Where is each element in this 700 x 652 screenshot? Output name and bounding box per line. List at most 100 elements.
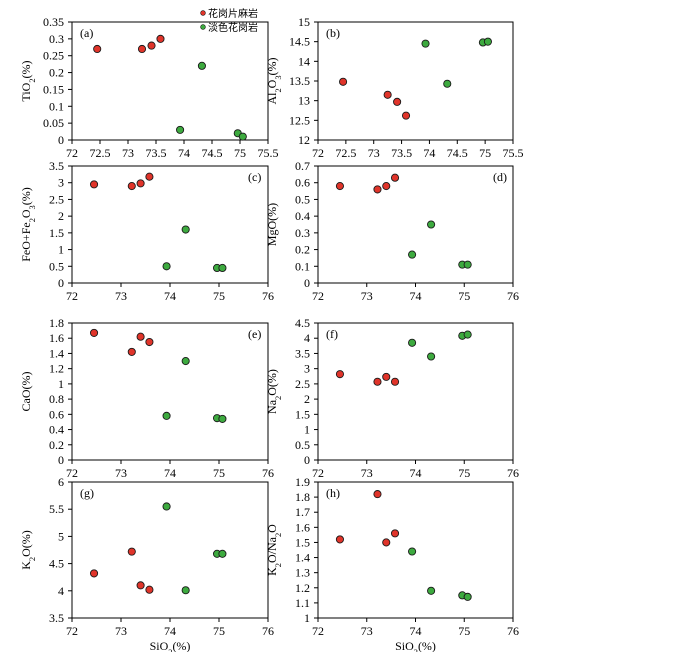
x-tick-label: 75 <box>234 146 246 160</box>
plot-frame <box>71 322 269 461</box>
y-tick-label: 15 <box>298 15 310 29</box>
point-gneiss <box>401 111 411 120</box>
y-tick-label: 1.6 <box>295 520 310 534</box>
label-part: (%) <box>265 369 279 387</box>
point-gneiss <box>90 180 99 189</box>
point-leucogranite <box>162 411 171 420</box>
point-leucogranite <box>218 414 227 423</box>
x-tick-label: 72 <box>66 289 78 303</box>
label-part: (%) <box>172 639 190 652</box>
y-tick-label: 0.7 <box>295 159 310 173</box>
y-tick-label: 0.6 <box>295 176 310 190</box>
point-gneiss <box>373 185 382 194</box>
label-part: 2 <box>274 396 283 400</box>
panel-label: (a) <box>80 26 93 40</box>
label-part: MgO <box>265 221 279 247</box>
panel-c: 72 73 74 75 7600.511.522.533.5(c)FeO+Fe2O3(%… <box>19 159 274 303</box>
point-gneiss <box>382 372 391 381</box>
point-leucogranite <box>427 586 436 595</box>
y-axis-label: Na2O(%) <box>265 369 283 414</box>
point-gneiss <box>137 44 147 54</box>
point-gneiss <box>156 34 165 43</box>
y-tick-label: 0.05 <box>43 116 64 130</box>
y-tick-label: 2.5 <box>49 192 64 206</box>
x-tick-label: 73 <box>115 624 127 638</box>
point-leucogranite <box>443 79 452 88</box>
point-leucogranite <box>181 357 190 366</box>
x-tick-label: 74 <box>178 146 190 160</box>
label-part: O <box>19 209 33 218</box>
label-part: O <box>265 79 279 88</box>
label-part: (%) <box>19 60 33 78</box>
label-part: (%) <box>19 530 33 548</box>
x-tick-label: 75 <box>458 289 470 303</box>
panel-label: (b) <box>326 26 340 40</box>
label-part: 3 <box>28 205 37 209</box>
point-leucogranite <box>176 125 185 134</box>
point-leucogranite <box>421 39 430 48</box>
label-part: SiO <box>395 639 414 652</box>
y-tick-label: 6 <box>58 475 64 489</box>
point-leucogranite <box>463 260 472 269</box>
x-tick-label: 74 <box>164 624 176 638</box>
y-tick-label: 14.5 <box>289 35 310 49</box>
x-tick-label: 72 <box>66 624 78 638</box>
point-leucogranite <box>408 338 417 347</box>
x-tick-label: 73 <box>361 624 373 638</box>
point-gneiss <box>93 44 102 54</box>
y-tick-label: 0 <box>58 133 64 147</box>
x-tick-label: 73 <box>368 146 380 160</box>
point-leucogranite <box>218 549 227 558</box>
panel-label: (f) <box>326 327 338 341</box>
y-tick-label: 12.5 <box>289 113 310 127</box>
x-tick-label: 74 <box>410 289 422 303</box>
y-tick-label: 3.5 <box>49 159 64 173</box>
point-gneiss <box>136 332 145 341</box>
point-gneiss <box>145 337 154 347</box>
x-tick-label: 76 <box>507 624 519 638</box>
x-tick-label: 75 <box>213 466 225 480</box>
y-tick-label: 0.5 <box>295 192 310 206</box>
label-part: / <box>265 550 279 554</box>
x-tick-label: 73 <box>122 146 134 160</box>
x-tick-label: 75 <box>479 146 491 160</box>
panel-label: (d) <box>493 170 507 184</box>
y-tick-label: 5.5 <box>49 502 64 516</box>
x-tick-label: 73 <box>115 289 127 303</box>
panel-label: (e) <box>248 327 261 341</box>
y-tick-label: 0.1 <box>295 259 310 273</box>
x-tick-label: 72.5 <box>335 146 356 160</box>
point-leucogranite <box>408 547 417 556</box>
x-tick-label: 72 <box>312 146 324 160</box>
y-tick-label: 0.6 <box>49 407 64 421</box>
y-tick-label: 5 <box>58 529 64 543</box>
x-axis-label: SiO2(%) <box>395 639 436 652</box>
y-tick-label: 0.15 <box>43 82 64 96</box>
x-tick-label: 76 <box>262 466 274 480</box>
label-part: (%) <box>265 57 279 75</box>
legend-label: 花岗片麻岩 <box>208 7 258 20</box>
point-leucogranite <box>162 502 171 511</box>
y-tick-label: 0.4 <box>295 209 310 223</box>
y-tick-label: 1 <box>58 243 64 257</box>
y-tick-label: 1.4 <box>49 346 64 360</box>
y-tick-label: 1.3 <box>295 566 310 580</box>
y-axis-label: MgO(%) <box>265 203 279 246</box>
label-part: SiO <box>150 639 169 652</box>
y-tick-label: 4 <box>304 331 310 345</box>
label-part: CaO <box>19 389 33 411</box>
y-tick-label: 0 <box>58 453 64 467</box>
label-part: 2 <box>168 648 172 652</box>
panel-e: 72 73 74 75 76 00.20.4 0.60.811.2 1.41.61.8 (e) C… <box>19 316 274 480</box>
y-tick-label: 0.4 <box>49 423 64 437</box>
x-tick-label: 75.5 <box>258 146 279 160</box>
label-part: Na <box>265 536 279 551</box>
y-tick-label: 2 <box>304 392 310 406</box>
panel-h: 72 73 74 75 76 11.11.21.31.4 1.51.61.71.81.9 (h… <box>265 475 519 652</box>
point-gneiss <box>383 90 392 99</box>
y-tick-label: 14 <box>298 54 310 68</box>
y-tick-label: 0.2 <box>49 66 64 80</box>
label-part: O <box>19 548 33 557</box>
point-gneiss <box>339 77 348 86</box>
